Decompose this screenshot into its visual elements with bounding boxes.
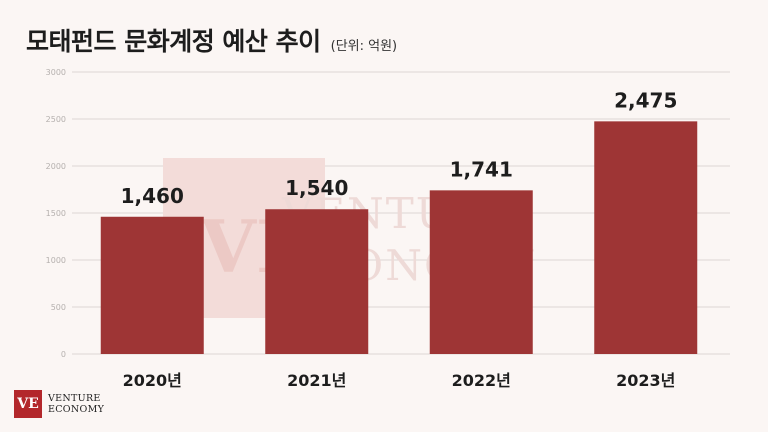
- unit-label: (단위: 억원): [330, 39, 398, 54]
- y-tick-label: 2500: [46, 115, 66, 124]
- bar-2020년: [100, 216, 204, 354]
- logo-line2: ECONOMY: [48, 404, 105, 415]
- value-label: 1,540: [285, 176, 348, 200]
- value-label: 1,460: [121, 184, 184, 208]
- bar-2023년: [594, 121, 698, 354]
- venture-economy-logo: VE VENTURE ECONOMY: [14, 390, 104, 418]
- value-label: 1,741: [450, 157, 513, 181]
- category-label: 2020년: [123, 371, 182, 390]
- y-tick-label: 500: [51, 303, 66, 312]
- category-label: 2021년: [287, 371, 346, 390]
- y-tick-label: 3000: [46, 68, 66, 77]
- y-tick-label: 2000: [46, 162, 66, 171]
- title-row: 모태펀드 문화계정 예산 추이 (단위: 억원): [26, 22, 397, 58]
- chart-title: 모태펀드 문화계정 예산 추이: [26, 27, 321, 56]
- logo-text: VENTURE ECONOMY: [48, 393, 104, 415]
- value-label: 2,475: [614, 88, 677, 112]
- logo-mark: VE: [14, 390, 42, 418]
- bars-layer: [100, 121, 698, 354]
- category-label: 2023년: [616, 371, 675, 390]
- bar-2021년: [265, 209, 369, 354]
- y-tick-label: 0: [61, 350, 66, 359]
- category-label: 2022년: [452, 371, 511, 390]
- bar-2022년: [429, 190, 533, 354]
- logo-line1: VENTURE: [48, 393, 101, 404]
- labels-layer: 1,460 2020년 1,540 2021년 1,741 2022년 2,475 2023년: [121, 88, 678, 390]
- y-tick-label: 1000: [46, 256, 66, 265]
- y-tick-label: 1500: [46, 209, 66, 218]
